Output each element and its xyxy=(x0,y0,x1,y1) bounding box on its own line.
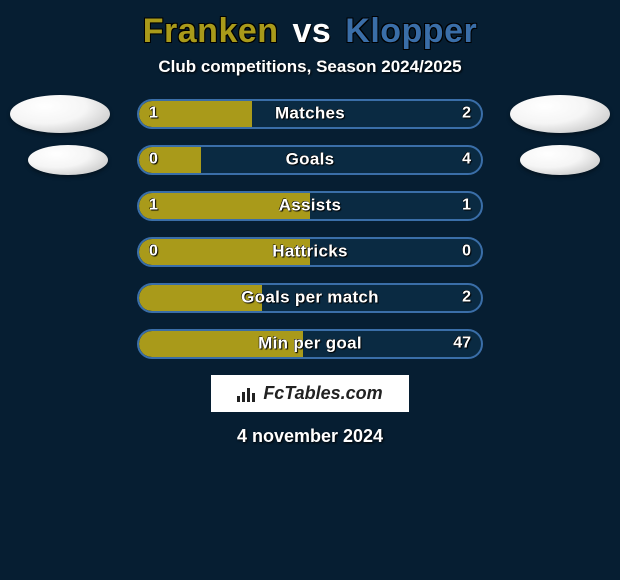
stat-row: 0Goals4 xyxy=(0,145,620,175)
stat-bar: 1Assists1 xyxy=(137,191,483,221)
stat-bar: Goals per match2 xyxy=(137,283,483,313)
avatar-left xyxy=(10,95,110,133)
comparison-infographic: Franken vs Klopper Club competitions, Se… xyxy=(0,0,620,447)
stat-label: Goals per match xyxy=(139,288,481,308)
stat-label: Goals xyxy=(139,150,481,170)
date-text: 4 november 2024 xyxy=(237,426,383,447)
stat-value-right: 2 xyxy=(462,105,471,123)
stat-value-right: 2 xyxy=(462,289,471,307)
title-vs: vs xyxy=(288,12,335,50)
stat-bar: Min per goal47 xyxy=(137,329,483,359)
stat-label: Hattricks xyxy=(139,242,481,262)
stat-label: Assists xyxy=(139,196,481,216)
stat-row: Min per goal47 xyxy=(0,329,620,359)
title-player-left: Franken xyxy=(143,12,279,50)
title-player-right: Klopper xyxy=(345,12,477,50)
stat-row: Goals per match2 xyxy=(0,283,620,313)
avatar-left xyxy=(28,145,108,175)
stat-bar: 0Goals4 xyxy=(137,145,483,175)
avatar-right xyxy=(520,145,600,175)
subtitle: Club competitions, Season 2024/2025 xyxy=(158,57,461,77)
stat-bar: 1Matches2 xyxy=(137,99,483,129)
avatar-right xyxy=(510,95,610,133)
stat-bar: 0Hattricks0 xyxy=(137,237,483,267)
stat-label: Matches xyxy=(139,104,481,124)
stat-value-right: 1 xyxy=(462,197,471,215)
stat-value-right: 0 xyxy=(462,243,471,261)
stat-label: Min per goal xyxy=(139,334,481,354)
brand-badge: FcTables.com xyxy=(211,375,408,412)
page-title: Franken vs Klopper xyxy=(143,12,477,51)
stat-row: 1Assists1 xyxy=(0,191,620,221)
stat-rows: 1Matches20Goals41Assists10Hattricks0Goal… xyxy=(0,99,620,359)
stat-row: 0Hattricks0 xyxy=(0,237,620,267)
brand-text: FcTables.com xyxy=(263,383,382,404)
stat-row: 1Matches2 xyxy=(0,99,620,129)
stat-value-right: 4 xyxy=(462,151,471,169)
bars-icon xyxy=(237,386,257,402)
stat-value-right: 47 xyxy=(453,335,471,353)
